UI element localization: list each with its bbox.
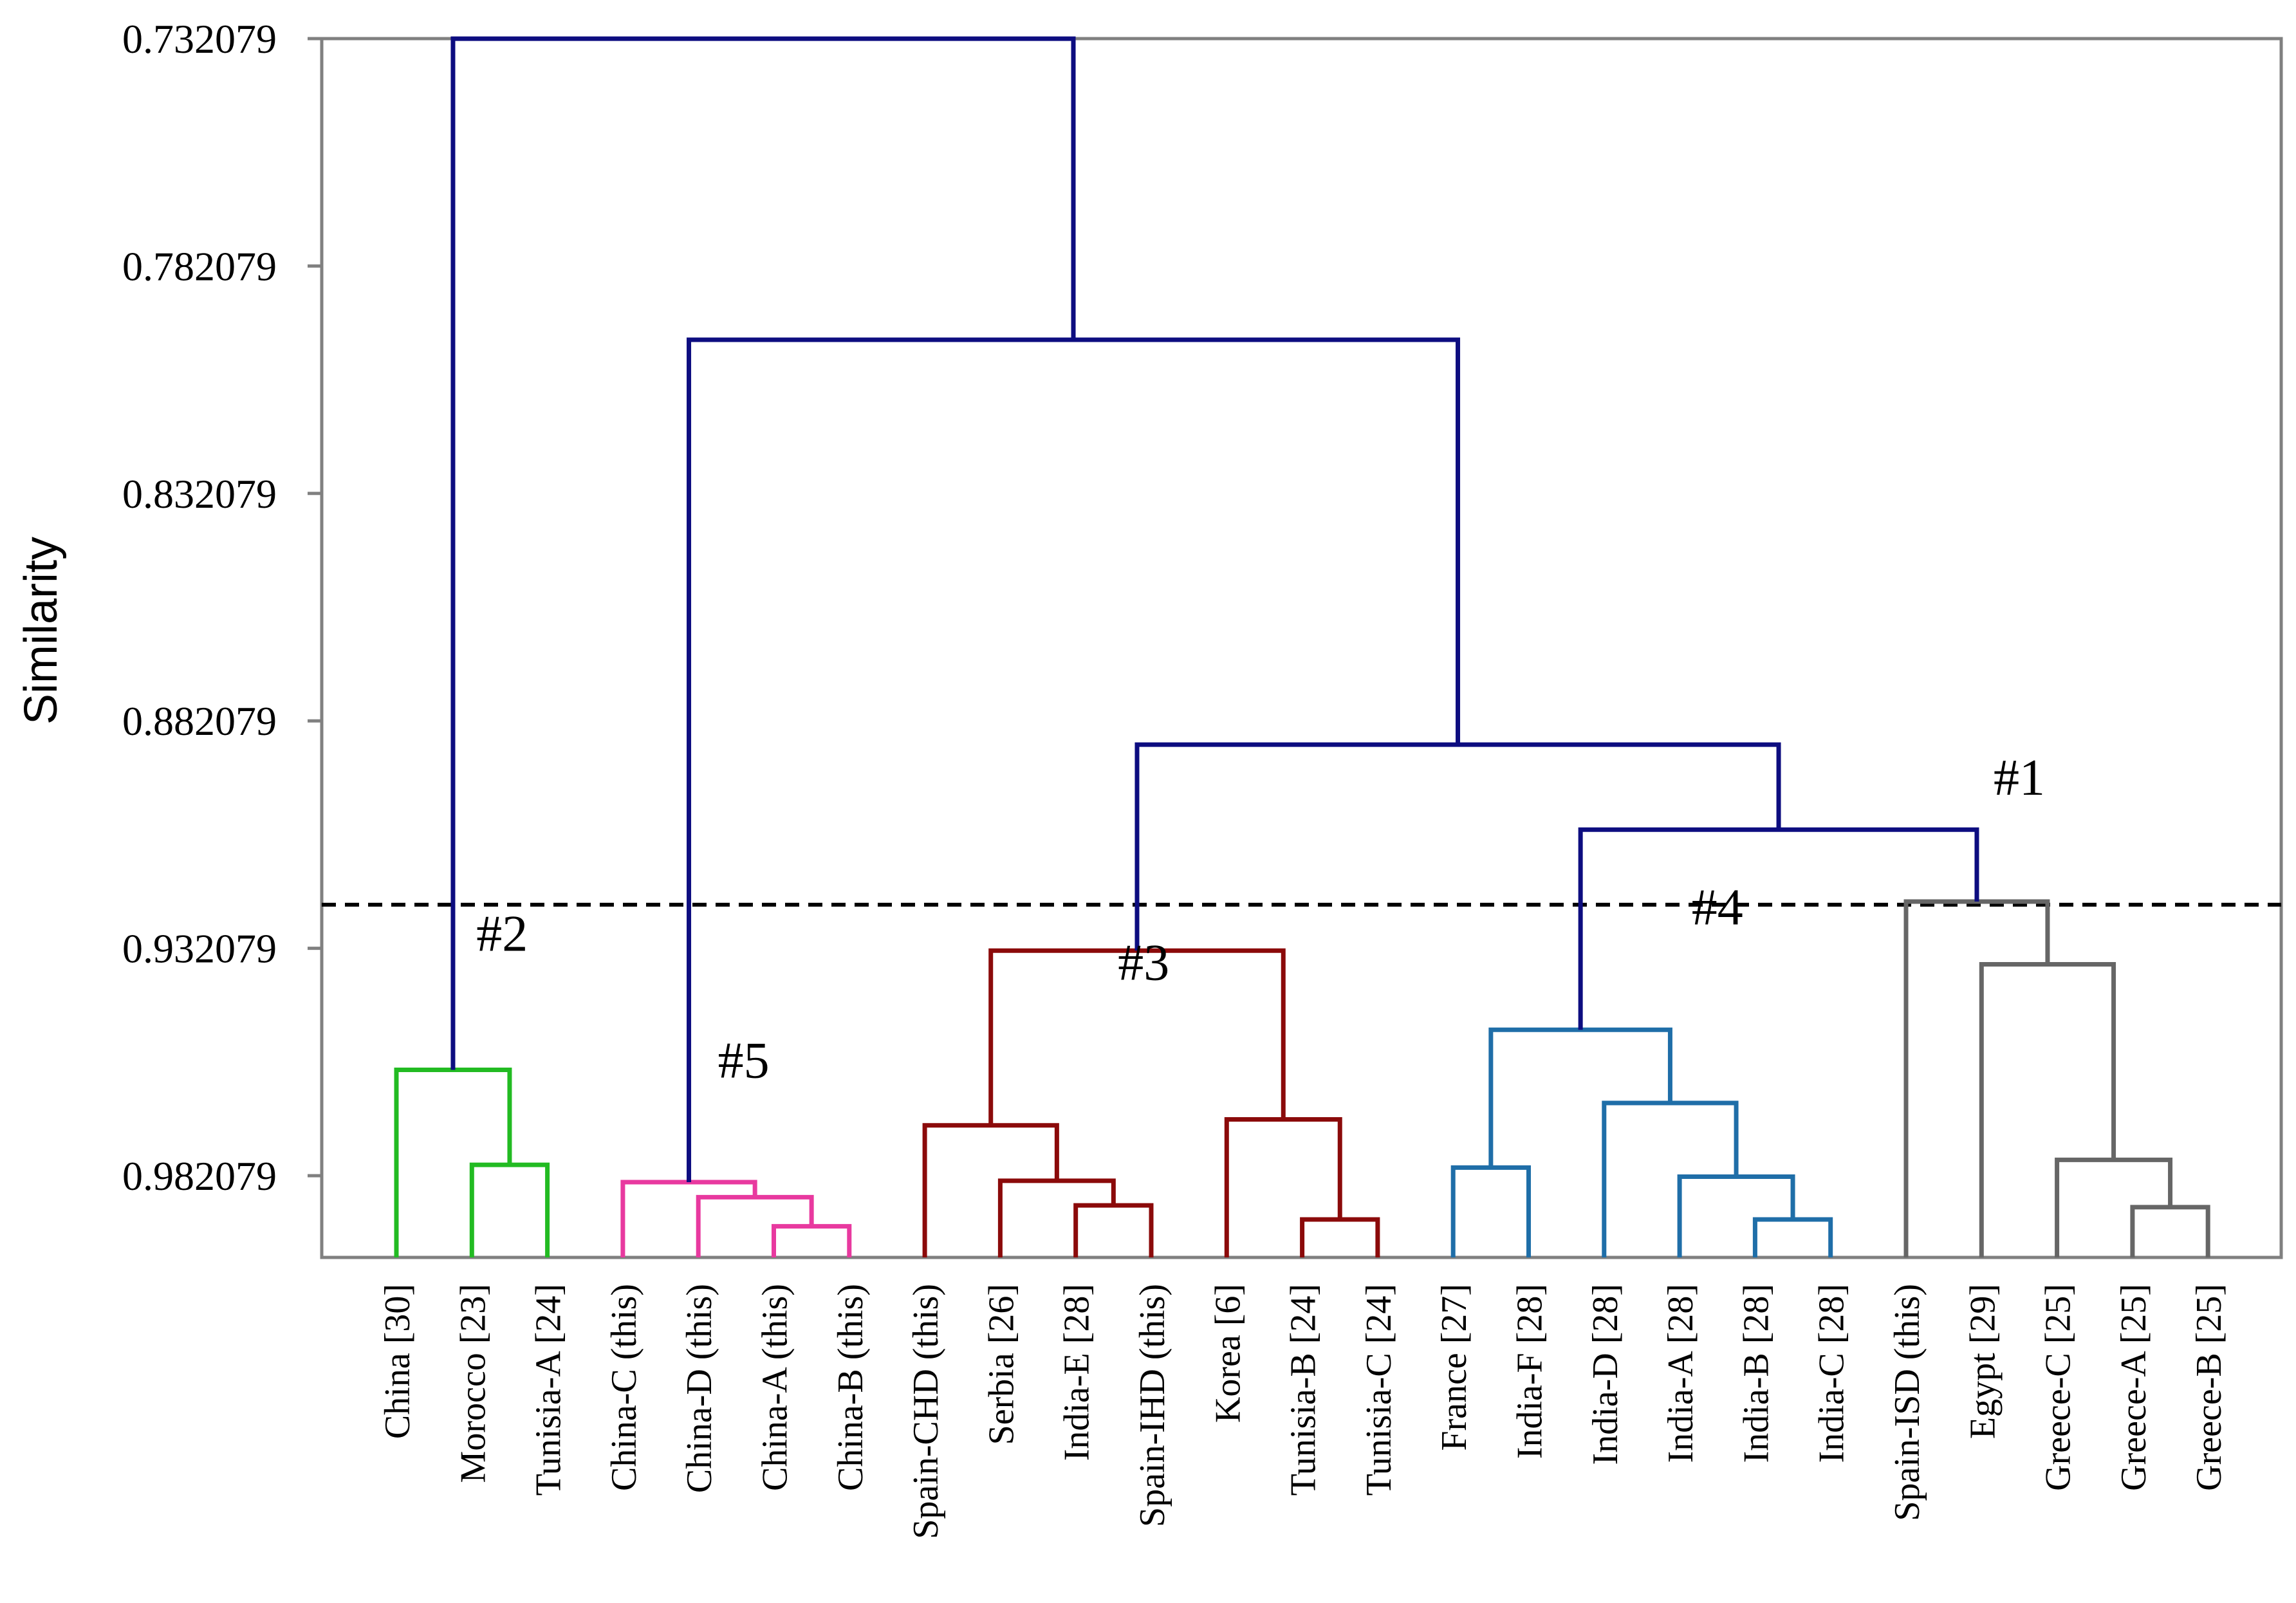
leaf-label: Spain-IHD (this) [1133,1284,1172,1527]
dendrogram-link [469,1162,550,1257]
leaf-label: Morocco [23] [453,1284,493,1483]
y-tick-label: 0.732079 [122,16,277,62]
leaf-labels: China [30] Morocco [23] Tunisia-A [24] Chin… [378,1284,2229,1539]
dendrogram-link [1979,961,2116,1257]
leaf-label: Greece-B [25] [2189,1284,2229,1491]
leaf-label: France [27] [1434,1284,1474,1451]
leaf-label: China-B (this) [831,1284,871,1491]
leaf-label: China [30] [378,1284,418,1439]
dendrogram-branches [394,36,2210,1257]
dendrogram-link [1903,899,2050,1257]
leaf-label: Serbia [26] [981,1284,1021,1445]
leaf-label: Korea [6] [1208,1284,1248,1423]
leaf-label: India-D [28] [1586,1284,1625,1465]
y-axis-ticks: 0.732079 0.782079 0.832079 0.882079 0.932079… [122,16,322,1199]
leaf-label: India-F [28] [1510,1284,1550,1459]
leaf-label: Greece-A [25] [2114,1284,2154,1491]
leaf-label: Greece-C [25] [2039,1284,2078,1491]
y-tick-label: 0.832079 [122,471,277,517]
leaf-label: Spain-CHD (this) [906,1284,946,1539]
cluster-annotations: #1 #2 #3 #4 #5 [476,750,2045,1089]
leaf-label: India-E [28] [1057,1284,1097,1461]
dendrogram-link [1224,1117,1342,1257]
dendrogram-link [450,36,1076,1070]
leaf-label: Spain-ISD (this) [1887,1284,1927,1521]
cluster-annotation: #1 [1994,750,2045,806]
leaf-label: India-B [28] [1736,1284,1776,1463]
dendrogram-link [1450,1165,1531,1257]
leaf-label: India-A [28] [1661,1284,1701,1463]
y-tick-label: 0.782079 [122,243,277,289]
leaf-label: Tunisia-A [24] [529,1284,569,1496]
leaf-label: China-D (this) [680,1284,719,1493]
leaf-label: India-C [28] [1812,1284,1852,1463]
dendrogram-link [1488,1027,1672,1168]
leaf-label: Egypt [29] [1963,1284,2003,1439]
cluster-annotation: #2 [476,905,528,962]
y-tick-label: 0.932079 [122,926,277,972]
cluster-annotation: #5 [718,1032,770,1089]
y-tick-label: 0.882079 [122,698,277,744]
leaf-label: China-A (this) [755,1284,795,1491]
dendrogram-link [2130,1205,2210,1257]
leaf-label: Tunisia-C [24] [1359,1284,1399,1496]
leaf-label: China-C (this) [604,1284,644,1491]
dendrogram-link [696,1194,814,1257]
cluster-annotation: #3 [1118,935,1169,992]
leaf-label: Tunisia-B [24] [1284,1284,1324,1496]
cluster-annotation: #4 [1692,879,1743,936]
y-axis-title: Similarity [15,537,67,725]
y-tick-label: 0.982079 [122,1153,277,1199]
